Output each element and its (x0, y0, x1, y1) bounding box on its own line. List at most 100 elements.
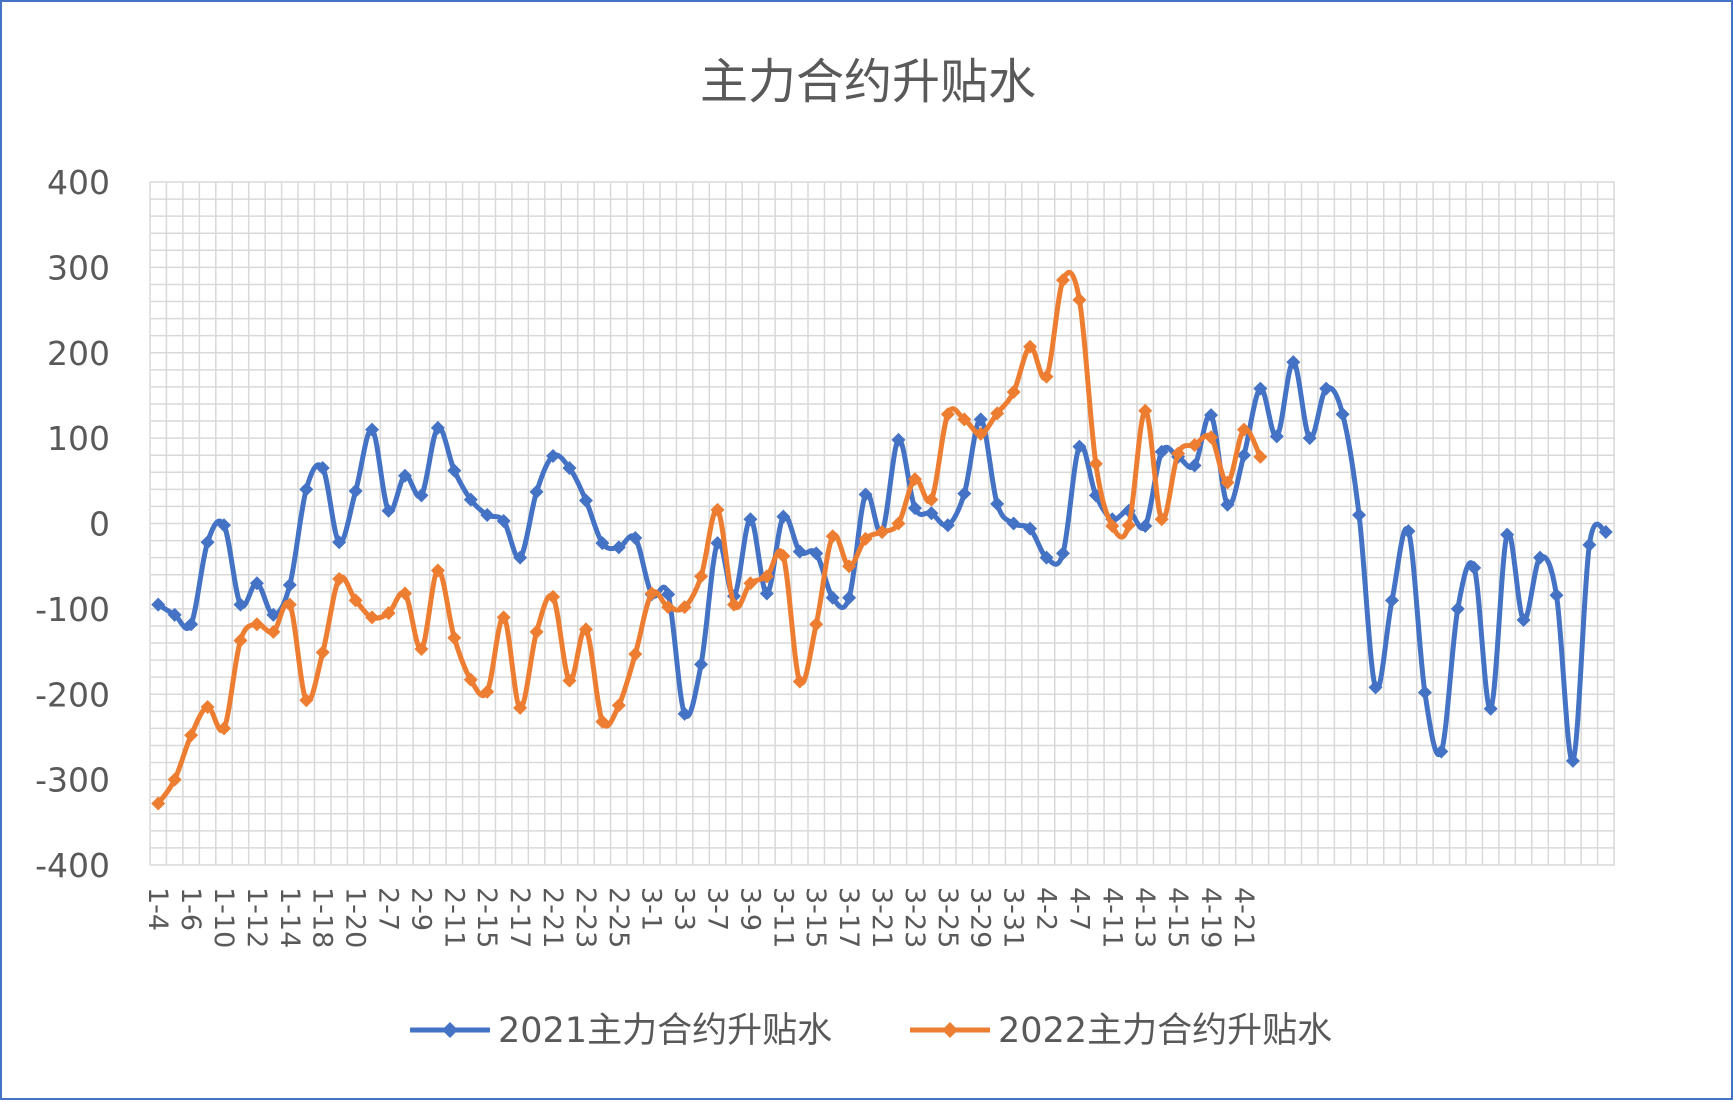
data-point-marker (167, 607, 182, 622)
x-tick-label: 2-25 (603, 887, 634, 948)
data-point-marker (595, 536, 610, 551)
y-axis-tick-labels: 400 300 200 100 0 -100 -200 -300 -400 (35, 163, 110, 885)
data-point-marker (1368, 680, 1383, 695)
data-point-marker (546, 589, 561, 604)
x-tick-label: 2-21 (537, 887, 568, 948)
data-point-marker (1204, 408, 1219, 423)
y-tick-label: 300 (47, 248, 110, 287)
data-point-marker (496, 610, 511, 625)
data-point-marker (315, 645, 330, 660)
data-point-marker (1286, 355, 1301, 370)
data-point-marker (513, 700, 528, 715)
y-tick-label: -100 (35, 590, 110, 629)
data-point-marker (1467, 560, 1482, 575)
data-point-marker (1220, 475, 1235, 490)
data-point-marker (1450, 601, 1465, 616)
x-tick-label: 3-25 (932, 887, 963, 948)
data-point-marker (447, 630, 462, 645)
data-point-marker (200, 535, 215, 550)
data-point-marker (1072, 292, 1087, 307)
data-point-marker (414, 488, 429, 503)
data-point-marker (1417, 685, 1432, 700)
data-point-marker (282, 597, 297, 612)
data-point-marker (1204, 430, 1219, 445)
legend: 2021主力合约升贴水 2022主力合约升贴水 (410, 1011, 1332, 1051)
data-point-marker (151, 597, 166, 612)
data-point-marker (1023, 521, 1038, 536)
data-point-marker (348, 593, 363, 608)
x-tick-label: 4-2 (1031, 887, 1062, 931)
data-point-marker (1565, 753, 1580, 768)
x-tick-label: 2-11 (438, 887, 469, 948)
data-point-marker (957, 412, 972, 427)
data-point-marker (578, 493, 593, 508)
data-point-marker (266, 607, 281, 622)
series-1 (151, 355, 1613, 768)
x-tick-label: 4-7 (1063, 887, 1094, 931)
data-point-marker (628, 531, 643, 546)
data-point-marker (875, 525, 890, 540)
data-point-marker (940, 518, 955, 533)
legend-item: 2021主力合约升贴水 (410, 1011, 832, 1051)
data-point-marker (1236, 448, 1251, 463)
y-tick-label: -300 (35, 761, 110, 800)
x-tick-label: 3-3 (669, 887, 700, 931)
data-point-marker (661, 587, 676, 602)
data-point-marker (1023, 339, 1038, 354)
data-point-marker (414, 642, 429, 657)
data-point-marker (1582, 537, 1597, 552)
y-tick-label: 100 (47, 419, 110, 458)
x-tick-label: 1-12 (241, 887, 272, 948)
data-point-marker (809, 546, 824, 561)
data-point-marker (1302, 431, 1317, 446)
data-point-marker (940, 407, 955, 422)
data-point-marker (990, 406, 1005, 421)
data-point-marker (661, 600, 676, 615)
data-point-marker (743, 512, 758, 527)
series-2 (151, 269, 1268, 811)
data-point-marker (1006, 385, 1021, 400)
x-tick-label: 4-19 (1195, 887, 1226, 948)
x-tick-label: 2-7 (373, 887, 404, 931)
y-tick-label: 200 (47, 334, 110, 373)
x-tick-label: 3-29 (965, 887, 996, 948)
data-point-marker (397, 586, 412, 601)
data-point-marker (217, 518, 232, 533)
data-point-marker (266, 624, 281, 639)
data-point-marker (167, 772, 182, 787)
data-point-marker (496, 513, 511, 528)
x-tick-label: 3-11 (767, 887, 798, 948)
data-point-marker (1105, 519, 1120, 534)
data-point-marker (348, 484, 363, 499)
x-tick-label: 4-15 (1162, 887, 1193, 948)
x-tick-label: 1-10 (208, 887, 239, 948)
data-point-marker (1533, 550, 1548, 565)
y-tick-label: 0 (89, 505, 110, 544)
data-point-marker (381, 503, 396, 518)
data-point-marker (1154, 512, 1169, 527)
x-tick-label: 3-23 (899, 887, 930, 948)
x-tick-label: 2-15 (471, 887, 502, 948)
data-point-marker (924, 506, 939, 521)
data-point-marker (1434, 744, 1449, 759)
x-tick-label: 4-21 (1228, 887, 1259, 948)
x-tick-label: 2-17 (504, 887, 535, 948)
data-point-marker (1187, 437, 1202, 452)
x-tick-label: 2-9 (405, 887, 436, 931)
data-point-marker (463, 492, 478, 507)
data-point-marker (1154, 444, 1169, 459)
data-point-marker (299, 482, 314, 497)
data-point-marker (1253, 449, 1268, 464)
series-lines (151, 269, 1613, 811)
data-point-marker (529, 624, 544, 639)
data-point-marker (694, 569, 709, 584)
data-point-marker (990, 496, 1005, 511)
data-point-marker (184, 617, 199, 632)
data-point-marker (1384, 593, 1399, 608)
series-line (156, 359, 1609, 764)
data-point-marker (710, 536, 725, 551)
data-point-marker (907, 501, 922, 516)
x-tick-label: 2-23 (570, 887, 601, 948)
data-point-marker (842, 559, 857, 574)
data-point-marker (1401, 524, 1416, 539)
